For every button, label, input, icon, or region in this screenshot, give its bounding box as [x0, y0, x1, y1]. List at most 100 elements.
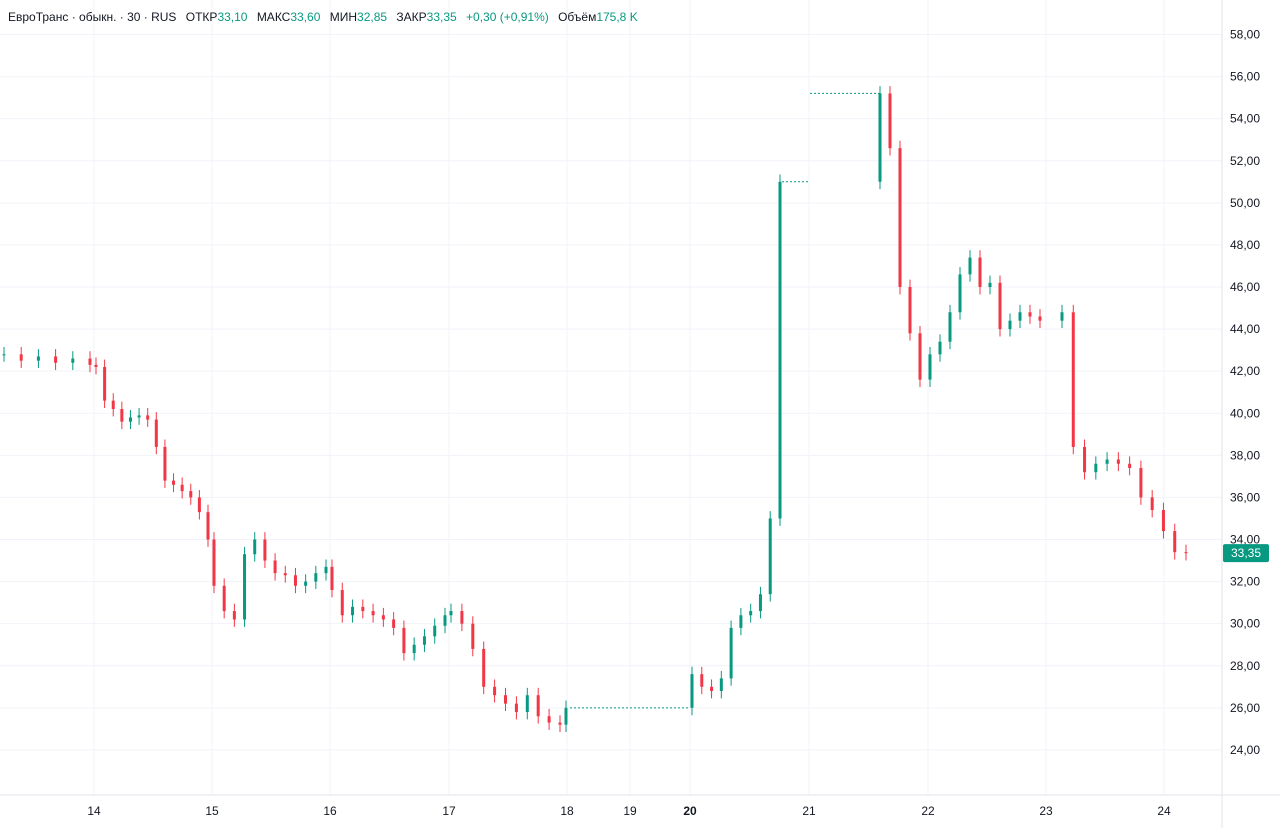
candle-body	[381, 615, 385, 620]
candle-body	[1128, 463, 1132, 468]
candle-body	[54, 356, 58, 363]
candle-body	[2, 354, 6, 356]
candle-body	[938, 341, 942, 355]
y-tick-label: 58,00	[1230, 28, 1260, 42]
candle-body	[1060, 312, 1064, 321]
candle-body	[719, 678, 723, 692]
x-tick-label: 23	[1039, 804, 1053, 818]
candle-body	[443, 615, 447, 626]
candle-body	[1150, 497, 1154, 511]
candle-body	[1105, 459, 1109, 464]
candle-body	[471, 623, 475, 649]
open-label: ОТКР	[185, 10, 218, 24]
x-tick-label: 22	[921, 804, 935, 818]
y-tick-label: 54,00	[1230, 112, 1260, 126]
candle-body	[146, 415, 150, 420]
candle-body	[293, 575, 297, 586]
y-tick-label: 28,00	[1230, 659, 1260, 673]
candle-body	[103, 366, 107, 401]
candle-body	[243, 554, 247, 620]
volume-value: 175,8 K	[596, 10, 638, 24]
open-value: 33,10	[217, 10, 248, 24]
candle-body	[1139, 467, 1143, 498]
candle-body	[128, 417, 132, 422]
candle-body	[547, 716, 551, 723]
low-label: МИН	[329, 10, 358, 24]
candle-body	[988, 282, 992, 288]
candle-body	[19, 354, 23, 361]
candle-body	[998, 282, 1002, 330]
candle-body	[1116, 459, 1120, 464]
candle-body	[1038, 316, 1042, 321]
candle-body	[330, 566, 334, 591]
candle-body	[749, 611, 753, 616]
candle-body	[1028, 312, 1032, 317]
x-tick-label: 15	[205, 804, 219, 818]
candle-body	[361, 606, 365, 612]
candle-body	[163, 446, 167, 481]
candle-body	[351, 606, 355, 616]
candle-body	[948, 312, 952, 342]
candle-body	[88, 358, 92, 365]
y-tick-label: 44,00	[1230, 322, 1260, 336]
candle-body	[111, 400, 115, 410]
candle-body	[314, 573, 318, 582]
x-tick-label: 24	[1157, 804, 1171, 818]
candle-body	[978, 257, 982, 288]
y-tick-label: 50,00	[1230, 196, 1260, 210]
candle-body	[1173, 531, 1177, 553]
candle-body	[189, 491, 193, 498]
change-value: +0,30 (+0,91%)	[466, 10, 549, 24]
candle-body	[154, 419, 158, 447]
y-tick-label: 52,00	[1230, 154, 1260, 168]
last-price-label: 33,35	[1231, 546, 1261, 560]
y-tick-label: 48,00	[1230, 238, 1260, 252]
y-tick-label: 56,00	[1230, 70, 1260, 84]
candle-body	[71, 358, 75, 363]
time-axis[interactable]: 14 15 16 17 18 19 20 21 22 23 24	[0, 794, 1280, 818]
low-value: 32,85	[357, 10, 388, 24]
y-tick-label: 24,00	[1230, 743, 1260, 757]
y-tick-label: 46,00	[1230, 280, 1260, 294]
candle-body	[536, 695, 540, 717]
candle-body	[739, 615, 743, 628]
candle-body	[412, 644, 416, 654]
candle-body	[273, 560, 277, 574]
candle-body	[758, 594, 762, 612]
price-axis-bg	[1222, 0, 1280, 828]
price-axis[interactable]: 24,00 26,00 28,00 30,00 32,00 34,00 36,00 38,00…	[1221, 0, 1280, 828]
candle-body	[1083, 446, 1087, 473]
close-label: ЗАКР	[396, 10, 427, 24]
last-price-badge: 33,35	[1223, 544, 1269, 563]
candle-body	[402, 627, 406, 654]
candle-body	[253, 539, 257, 555]
candle-body	[392, 619, 396, 628]
candle-body	[564, 707, 568, 725]
x-tick-label: 20	[683, 804, 697, 818]
candle-body	[482, 648, 486, 687]
candle-body	[908, 287, 912, 334]
candle-body	[1161, 510, 1165, 532]
candle-body	[232, 611, 236, 620]
x-tick-label: 16	[323, 804, 337, 818]
x-tick-label: 14	[87, 804, 101, 818]
candle-body	[212, 539, 216, 586]
candle-body	[968, 257, 972, 275]
volume-label: Объём	[558, 10, 597, 24]
y-tick-label: 38,00	[1230, 448, 1260, 462]
high-value: 33,60	[290, 10, 321, 24]
y-tick-label: 40,00	[1230, 406, 1260, 420]
candle-body	[263, 539, 267, 561]
y-tick-label: 36,00	[1230, 490, 1260, 504]
candle-body	[898, 148, 902, 288]
candles	[2, 86, 1188, 733]
candle-body	[172, 480, 176, 485]
candle-body	[422, 636, 426, 645]
candle-body	[1008, 320, 1012, 330]
candle-body	[1071, 312, 1075, 447]
x-tick-label: 21	[802, 804, 816, 818]
y-tick-label: 42,00	[1230, 364, 1260, 378]
candle-body	[180, 484, 184, 492]
candle-body	[304, 581, 308, 586]
